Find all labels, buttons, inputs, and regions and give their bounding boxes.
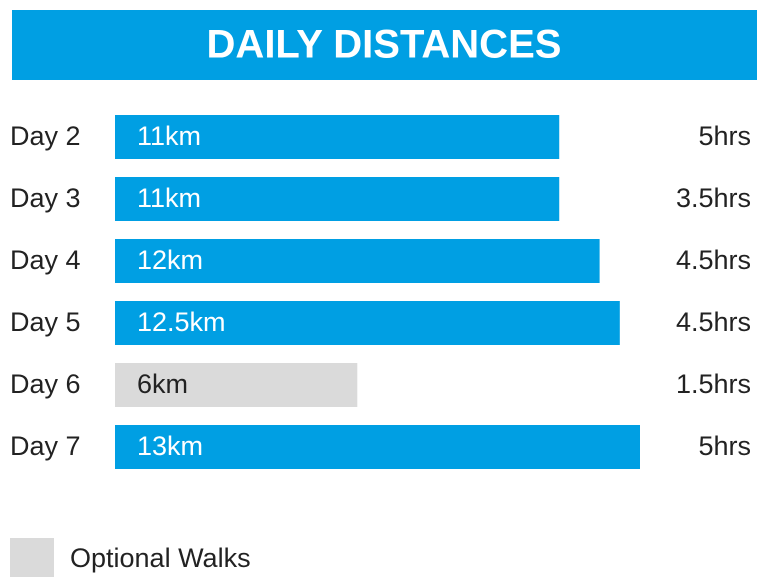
hours-label: 4.5hrs <box>676 307 751 337</box>
value-label: 11km <box>137 121 201 151</box>
bar <box>115 115 560 159</box>
legend-swatch <box>10 538 54 577</box>
value-label: 12.5km <box>137 307 226 337</box>
category-label: Day 4 <box>10 245 81 275</box>
category-label: Day 6 <box>10 369 81 399</box>
category-label: Day 3 <box>10 183 81 213</box>
value-label: 6km <box>137 369 188 399</box>
hours-label: 5hrs <box>698 431 751 461</box>
value-label: 12km <box>137 245 203 275</box>
bar <box>115 425 640 469</box>
category-label: Day 5 <box>10 307 81 337</box>
category-label: Day 7 <box>10 431 81 461</box>
hours-label: 1.5hrs <box>676 369 751 399</box>
hours-label: 5hrs <box>698 121 751 151</box>
legend-label: Optional Walks <box>70 543 251 573</box>
value-label: 13km <box>137 431 203 461</box>
bar <box>115 301 620 345</box>
hours-label: 3.5hrs <box>676 183 751 213</box>
bar <box>115 177 560 221</box>
category-label: Day 2 <box>10 121 81 151</box>
hours-label: 4.5hrs <box>676 245 751 275</box>
value-label: 11km <box>137 183 201 213</box>
bar <box>115 239 600 283</box>
bar <box>115 363 358 407</box>
chart-title: DAILY DISTANCES <box>207 23 562 67</box>
title-banner <box>12 10 757 80</box>
